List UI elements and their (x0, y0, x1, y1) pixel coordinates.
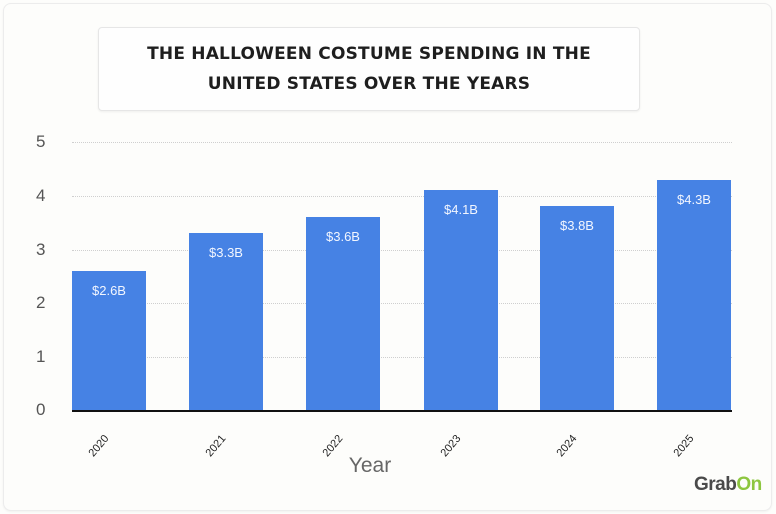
x-tick-label: 2023 (438, 432, 464, 460)
chart-title-line-1: THE HALLOWEEN COSTUME SPENDING IN THE (147, 44, 591, 64)
bar-2023: $4.1B (424, 190, 498, 410)
bar-value-label: $3.8B (560, 218, 594, 234)
y-tick-label: 1 (36, 347, 46, 366)
gridline-1 (72, 357, 732, 358)
bar-2020: $2.6B (72, 270, 146, 410)
bar-2025: $4.3B (657, 179, 731, 410)
chart-title-box: THE HALLOWEEN COSTUME SPENDING IN THE UN… (98, 27, 640, 111)
x-axis-title: Year (348, 454, 392, 477)
chart-title-line-2: UNITED STATES OVER THE YEARS (207, 74, 531, 94)
grabon-logo: GrabOn (694, 474, 762, 496)
logo-text-on: On (736, 474, 762, 495)
x-tick-label: 2025 (671, 432, 697, 460)
bar-value-label: $3.3B (209, 245, 243, 261)
bar-value-label: $4.3B (677, 191, 711, 207)
bar-value-label: $2.6B (92, 282, 126, 298)
y-tick-label: 2 (36, 293, 46, 312)
x-axis-line (72, 410, 732, 412)
x-tick-label: 2021 (203, 432, 229, 460)
gridline-4 (72, 196, 732, 197)
bar-value-label: $3.6B (326, 229, 360, 245)
y-tick-label: 4 (36, 186, 46, 205)
gridline-2 (72, 303, 732, 304)
x-tick-label: 2024 (554, 432, 580, 460)
bar-2022: $3.6B (306, 217, 380, 410)
bar-2024: $3.8B (540, 206, 614, 410)
gridline-3 (72, 250, 732, 251)
y-tick-label: 3 (36, 240, 46, 259)
x-tick-label: 2020 (86, 432, 112, 460)
logo-text-grab: Grab (694, 474, 737, 495)
y-tick-label: 0 (36, 400, 46, 419)
y-tick-label: 5 (36, 132, 46, 151)
gridline-5 (72, 142, 732, 143)
bar-2021: $3.3B (189, 233, 263, 410)
bar-value-label: $4.1B (444, 202, 478, 218)
